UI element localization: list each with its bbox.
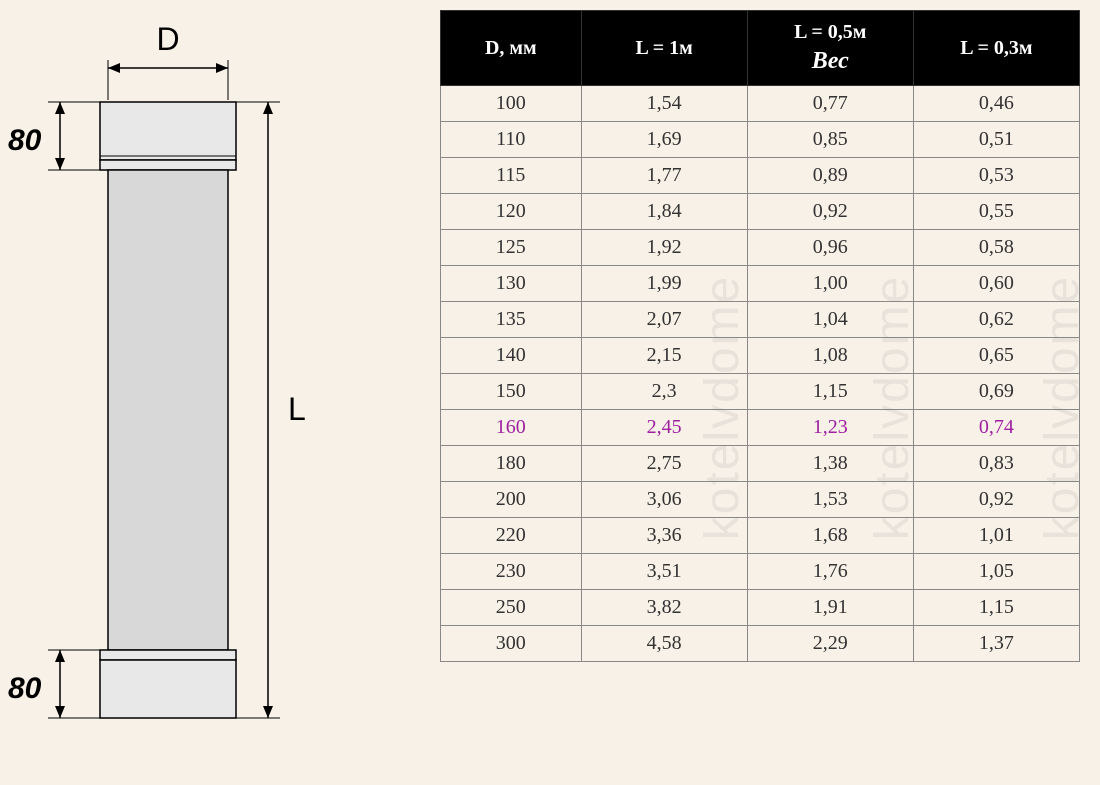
table-cell: 1,01	[913, 518, 1079, 554]
table-cell: 0,65	[913, 338, 1079, 374]
table-cell: 2,07	[581, 302, 747, 338]
table-cell: 115	[441, 158, 582, 194]
table-cell: 120	[441, 194, 582, 230]
table-cell: 0,85	[747, 122, 913, 158]
table-cell: 1,91	[747, 590, 913, 626]
label-l: L	[288, 391, 306, 427]
table-body: 1001,540,770,461101,690,850,511151,770,8…	[441, 86, 1080, 662]
table-cell: 1,68	[747, 518, 913, 554]
table-cell: 1,37	[913, 626, 1079, 662]
table-cell: 0,96	[747, 230, 913, 266]
table-row: 1301,991,000,60	[441, 266, 1080, 302]
table-row: 2303,511,761,05	[441, 554, 1080, 590]
table-cell: 110	[441, 122, 582, 158]
table-cell: 250	[441, 590, 582, 626]
table-row: 1602,451,230,74	[441, 410, 1080, 446]
table-cell: 1,15	[747, 374, 913, 410]
table-cell: 0,46	[913, 86, 1079, 122]
table-cell: 220	[441, 518, 582, 554]
table-cell: 0,60	[913, 266, 1079, 302]
table-cell: 135	[441, 302, 582, 338]
header-l1: L = 1м	[581, 11, 747, 86]
label-d: D	[156, 21, 179, 57]
label-80-top: 80	[8, 124, 42, 157]
table-cell: 1,76	[747, 554, 913, 590]
table-row: 2003,061,530,92	[441, 482, 1080, 518]
table-cell: 0,92	[913, 482, 1079, 518]
ves-label: Вес	[756, 48, 905, 75]
table-cell: 300	[441, 626, 582, 662]
table-header: D, мм L = 1м L = 0,5м Вес L = 0,3м	[441, 11, 1080, 86]
table-cell: 0,62	[913, 302, 1079, 338]
table-cell: 160	[441, 410, 582, 446]
table-cell: 2,45	[581, 410, 747, 446]
table-row: 1151,770,890,53	[441, 158, 1080, 194]
weight-table: D, мм L = 1м L = 0,5м Вес L = 0,3м 1001,…	[440, 10, 1080, 662]
table-cell: 1,04	[747, 302, 913, 338]
table-cell: 1,15	[913, 590, 1079, 626]
table-cell: 0,53	[913, 158, 1079, 194]
table-cell: 1,23	[747, 410, 913, 446]
table-row: 1802,751,380,83	[441, 446, 1080, 482]
table-row: 1251,920,960,58	[441, 230, 1080, 266]
table-row: 1201,840,920,55	[441, 194, 1080, 230]
table-cell: 1,53	[747, 482, 913, 518]
table-cell: 3,36	[581, 518, 747, 554]
table-row: 1352,071,040,62	[441, 302, 1080, 338]
table-cell: 1,00	[747, 266, 913, 302]
table-cell: 0,89	[747, 158, 913, 194]
table-cell: 0,77	[747, 86, 913, 122]
table-cell: 2,29	[747, 626, 913, 662]
table-cell: 1,84	[581, 194, 747, 230]
table-cell: 125	[441, 230, 582, 266]
table-cell: 140	[441, 338, 582, 374]
header-l03: L = 0,3м	[913, 11, 1079, 86]
table-cell: 0,83	[913, 446, 1079, 482]
table-cell: 1,77	[581, 158, 747, 194]
table-cell: 0,92	[747, 194, 913, 230]
table-cell: 0,58	[913, 230, 1079, 266]
table-cell: 3,82	[581, 590, 747, 626]
table-cell: 2,3	[581, 374, 747, 410]
diagram-area: D	[0, 0, 440, 785]
table-cell: 4,58	[581, 626, 747, 662]
table-cell: 150	[441, 374, 582, 410]
pipe-diagram-svg: D	[0, 10, 440, 780]
table-cell: 0,55	[913, 194, 1079, 230]
table-cell: 3,06	[581, 482, 747, 518]
table-cell: 1,38	[747, 446, 913, 482]
table-row: 1402,151,080,65	[441, 338, 1080, 374]
table-cell: 0,51	[913, 122, 1079, 158]
table-cell: 100	[441, 86, 582, 122]
table-cell: 0,74	[913, 410, 1079, 446]
header-d: D, мм	[441, 11, 582, 86]
table-area: D, мм L = 1м L = 0,5м Вес L = 0,3м 1001,…	[440, 0, 1100, 785]
table-row: 1502,31,150,69	[441, 374, 1080, 410]
table-cell: 2,75	[581, 446, 747, 482]
table-cell: 0,69	[913, 374, 1079, 410]
header-l05: L = 0,5м Вес	[747, 11, 913, 86]
table-cell: 1,99	[581, 266, 747, 302]
table-cell: 1,69	[581, 122, 747, 158]
table-cell: 200	[441, 482, 582, 518]
table-cell: 1,92	[581, 230, 747, 266]
table-row: 2503,821,911,15	[441, 590, 1080, 626]
table-cell: 2,15	[581, 338, 747, 374]
table-row: 1001,540,770,46	[441, 86, 1080, 122]
label-80-bottom: 80	[8, 672, 42, 705]
main-container: D	[0, 0, 1100, 785]
table-cell: 1,54	[581, 86, 747, 122]
table-cell: 230	[441, 554, 582, 590]
table-cell: 1,05	[913, 554, 1079, 590]
table-cell: 130	[441, 266, 582, 302]
table-row: 1101,690,850,51	[441, 122, 1080, 158]
table-row: 3004,582,291,37	[441, 626, 1080, 662]
table-row: 2203,361,681,01	[441, 518, 1080, 554]
table-cell: 3,51	[581, 554, 747, 590]
table-cell: 1,08	[747, 338, 913, 374]
table-cell: 180	[441, 446, 582, 482]
